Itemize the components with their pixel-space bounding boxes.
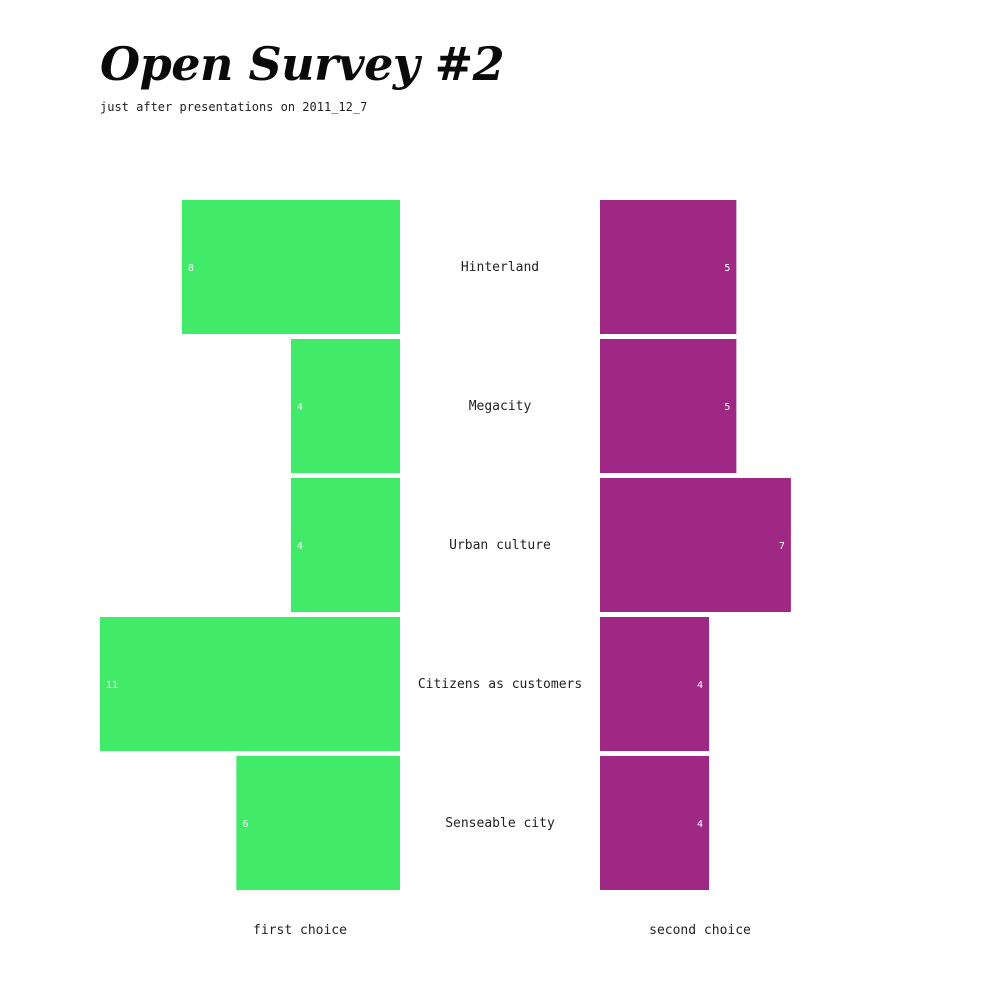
bar-second-choice-citizens-as-customers bbox=[600, 617, 710, 751]
value-label-second-choice-urban-culture: 7 bbox=[779, 541, 785, 552]
value-label-second-choice-citizens-as-customers: 4 bbox=[697, 680, 703, 691]
bar-first-choice-urban-culture bbox=[290, 478, 400, 612]
category-label-hinterland: Hinterland bbox=[461, 260, 539, 275]
bar-first-choice-megacity bbox=[290, 339, 400, 473]
bar-second-choice-urban-culture bbox=[600, 478, 791, 612]
category-label-urban-culture: Urban culture bbox=[449, 538, 551, 553]
value-label-second-choice-megacity: 5 bbox=[724, 402, 730, 413]
bar-second-choice-senseable-city bbox=[600, 756, 710, 890]
category-label-senseable-city: Senseable city bbox=[445, 816, 555, 831]
bar-first-choice-hinterland bbox=[181, 200, 400, 334]
page-title: Open Survey #2 bbox=[100, 37, 505, 91]
bar-second-choice-hinterland bbox=[600, 200, 737, 334]
value-label-second-choice-senseable-city: 4 bbox=[697, 819, 703, 830]
value-label-first-choice-hinterland: 8 bbox=[188, 263, 194, 274]
series-label-second-choice: second choice bbox=[649, 923, 751, 938]
bar-first-choice-senseable-city bbox=[236, 756, 400, 890]
page-subtitle: just after presentations on 2011_12_7 bbox=[100, 100, 368, 114]
value-label-first-choice-citizens-as-customers: 11 bbox=[106, 680, 118, 691]
category-label-citizens-as-customers: Citizens as customers bbox=[418, 677, 582, 692]
bar-second-choice-megacity bbox=[600, 339, 737, 473]
series-label-first-choice: first choice bbox=[253, 923, 347, 938]
category-label-megacity: Megacity bbox=[469, 399, 532, 414]
value-label-first-choice-senseable-city: 6 bbox=[242, 819, 248, 830]
value-label-first-choice-urban-culture: 4 bbox=[297, 541, 303, 552]
bar-first-choice-citizens-as-customers bbox=[100, 617, 400, 751]
value-label-second-choice-hinterland: 5 bbox=[724, 263, 730, 274]
value-label-first-choice-megacity: 4 bbox=[297, 402, 303, 413]
